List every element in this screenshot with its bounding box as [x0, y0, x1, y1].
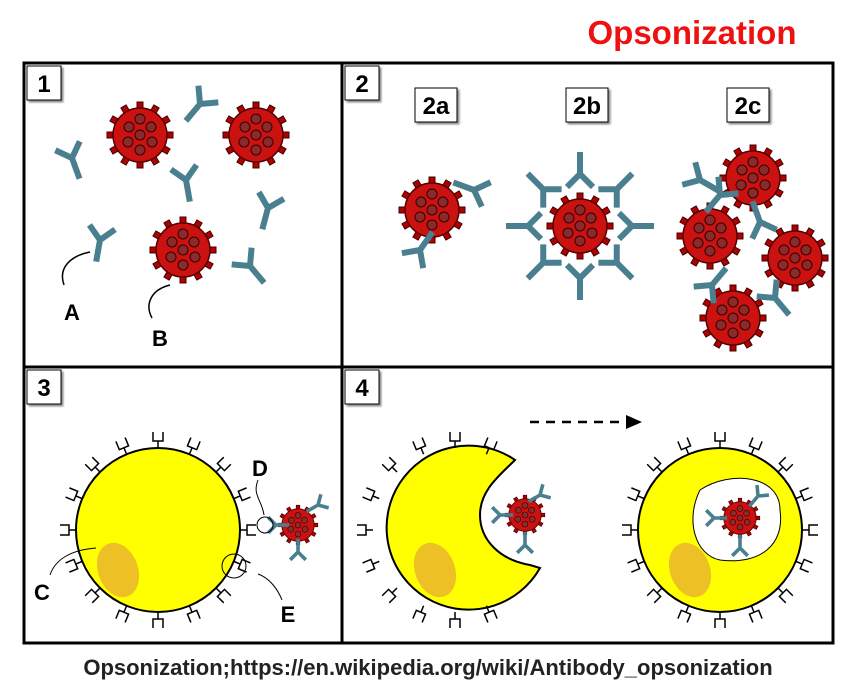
title: Opsonization: [588, 14, 797, 51]
receptor: [381, 456, 402, 477]
caption: Opsonization;https://en.wikipedia.org/wi…: [83, 655, 772, 680]
panel-2-art: [398, 144, 829, 352]
receptor: [361, 487, 382, 504]
receptor: [361, 556, 382, 573]
panel-1-art: [55, 86, 290, 319]
receptor: [152, 611, 164, 629]
sublabel: 2b: [573, 93, 601, 120]
receptor: [621, 524, 639, 536]
receptor: [59, 524, 77, 536]
panel-label: 4: [355, 375, 369, 402]
frame: [22, 61, 835, 645]
callout: A: [64, 300, 80, 325]
receptor: [449, 611, 461, 629]
callout: C: [34, 580, 50, 605]
sublabel: 2c: [735, 93, 762, 120]
callout: B: [152, 326, 168, 351]
callout: D: [252, 456, 268, 481]
panel-label: 2: [355, 71, 368, 98]
callout: E: [281, 602, 296, 627]
panel-4-art: [385, 415, 803, 613]
receptor: [801, 524, 819, 536]
receptor: [239, 524, 257, 536]
receptor: [412, 436, 429, 457]
receptor: [381, 583, 402, 604]
receptor: [714, 431, 726, 449]
panel-label: 3: [37, 375, 50, 402]
panel-label: 1: [37, 71, 50, 98]
receptor: [152, 431, 164, 449]
panel-3-art: [49, 447, 331, 613]
receptor: [714, 611, 726, 629]
sublabel: 2a: [423, 93, 450, 120]
receptor: [412, 603, 429, 624]
panel-labels: 1 2 3 4 2a 2b 2c: [26, 65, 770, 405]
receptor: [356, 524, 374, 536]
